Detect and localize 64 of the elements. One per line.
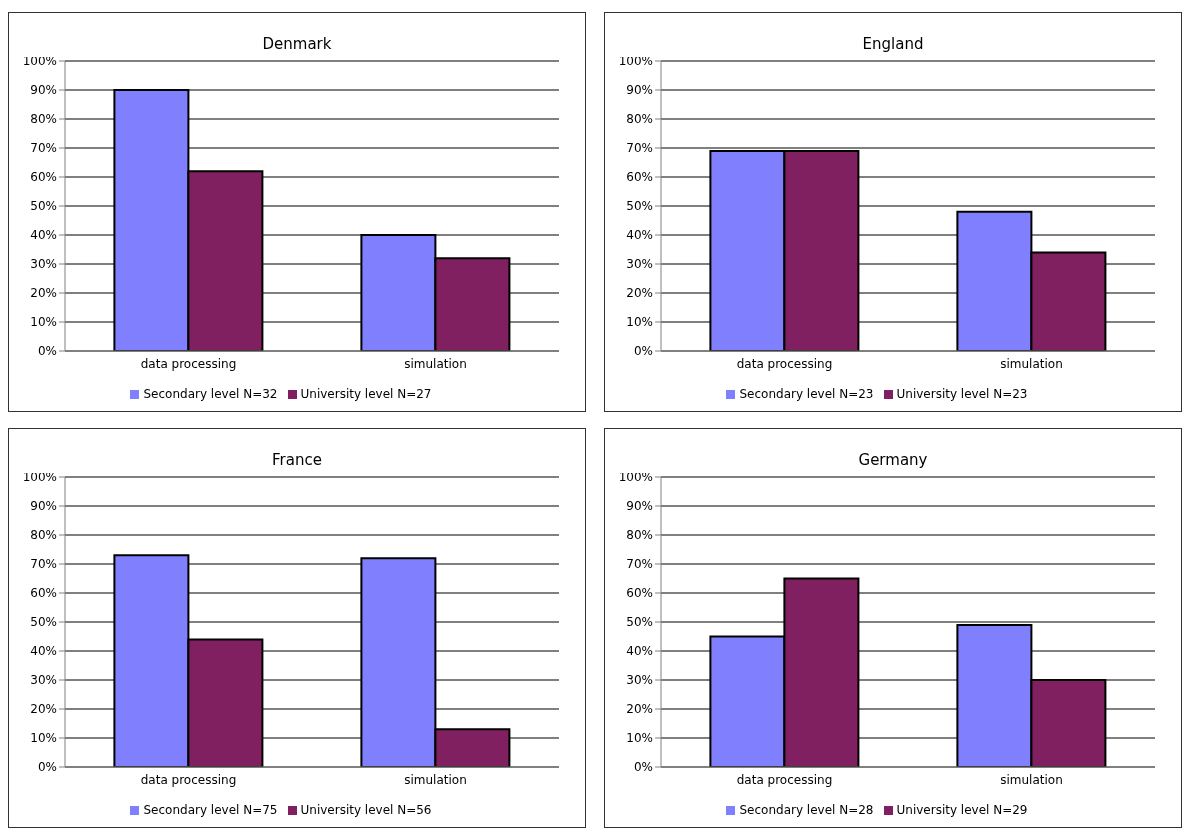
y-tick-label: 0% [633, 344, 653, 359]
y-tick-label: 60% [626, 170, 653, 185]
y-tick-label: 0% [633, 760, 653, 775]
y-tick-label: 60% [626, 586, 653, 601]
y-tick-label: 60% [30, 170, 57, 185]
y-tick-label: 30% [626, 673, 653, 688]
y-tick-label: 10% [30, 315, 57, 330]
y-tick-label: 20% [30, 286, 57, 301]
legend-label: Secondary level N=28 [739, 803, 874, 817]
y-tick-label: 70% [626, 141, 653, 156]
chart-title: Denmark [262, 35, 332, 53]
y-tick-label: 90% [626, 499, 653, 514]
y-tick-label: 30% [626, 257, 653, 272]
y-tick-label: 40% [626, 228, 653, 243]
x-tick-label: data processing [140, 772, 237, 787]
y-tick-label: 20% [626, 286, 653, 301]
legend-label: University level N=23 [896, 387, 1028, 401]
y-tick-label: 100% [618, 54, 653, 69]
y-tick-label: 80% [30, 528, 57, 543]
x-tick-label: simulation [1000, 356, 1063, 371]
y-tick-label: 70% [30, 557, 57, 572]
y-tick-label: 100% [22, 54, 57, 69]
y-tick-label: 60% [30, 586, 57, 601]
x-tick-label: simulation [404, 356, 467, 371]
x-tick-label: data processing [736, 356, 833, 371]
x-tick-label: data processing [736, 772, 833, 787]
y-tick-label: 40% [626, 644, 653, 659]
y-tick-label: 20% [30, 702, 57, 717]
chart-title: England [862, 35, 924, 53]
y-tick-label: 50% [626, 615, 653, 630]
y-tick-label: 10% [626, 731, 653, 746]
chart-title: France [272, 451, 322, 469]
x-tick-label: data processing [140, 356, 237, 371]
y-tick-label: 20% [626, 702, 653, 717]
y-tick-label: 10% [30, 731, 57, 746]
y-tick-label: 100% [618, 470, 653, 485]
y-tick-label: 90% [30, 499, 57, 514]
y-tick-label: 0% [37, 760, 57, 775]
y-tick-label: 30% [30, 257, 57, 272]
y-tick-label: 40% [30, 228, 57, 243]
y-tick-label: 80% [30, 112, 57, 127]
y-tick-label: 0% [37, 344, 57, 359]
y-tick-label: 90% [626, 83, 653, 98]
legend-label: Secondary level N=75 [143, 803, 278, 817]
x-tick-label: simulation [1000, 772, 1063, 787]
legend-label: Secondary level N=23 [739, 387, 874, 401]
y-tick-label: 70% [626, 557, 653, 572]
y-tick-label: 30% [30, 673, 57, 688]
y-tick-label: 40% [30, 644, 57, 659]
chart-title: Germany [858, 451, 928, 469]
x-tick-label: simulation [404, 772, 467, 787]
legend-label: Secondary level N=32 [143, 387, 278, 401]
legend-label: University level N=56 [300, 803, 432, 817]
y-tick-label: 50% [626, 199, 653, 214]
legend-label: University level N=29 [896, 803, 1028, 817]
y-tick-label: 90% [30, 83, 57, 98]
y-tick-label: 80% [626, 112, 653, 127]
y-tick-label: 100% [22, 470, 57, 485]
y-tick-label: 80% [626, 528, 653, 543]
y-tick-label: 70% [30, 141, 57, 156]
y-tick-label: 50% [30, 615, 57, 630]
y-tick-label: 10% [626, 315, 653, 330]
y-tick-label: 50% [30, 199, 57, 214]
legend-label: University level N=27 [300, 387, 432, 401]
